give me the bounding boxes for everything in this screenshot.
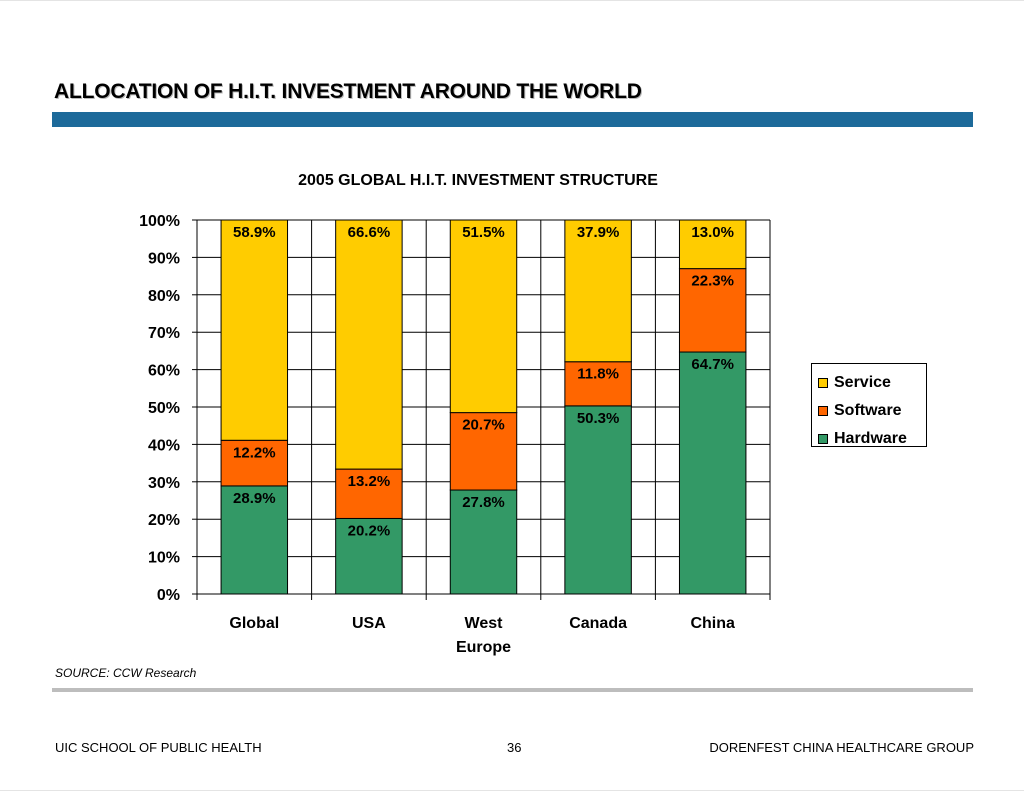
data-label-hardware: 27.8% (462, 494, 505, 511)
data-label-service: 51.5% (462, 224, 505, 241)
legend-swatch-hardware (818, 434, 828, 444)
bar-hardware (564, 405, 632, 595)
x-category-label: Canada (569, 615, 627, 632)
x-category-label: China (690, 615, 735, 632)
y-tick-label: 100% (139, 213, 180, 230)
y-tick-label: 50% (148, 400, 180, 417)
legend-swatch-service (818, 378, 828, 388)
data-label-service: 13.0% (691, 224, 734, 241)
data-label-software: 22.3% (691, 273, 734, 290)
y-tick-label: 80% (148, 288, 180, 305)
bar-software (449, 412, 518, 491)
y-tick-label: 60% (148, 363, 180, 380)
bar-software (564, 361, 632, 407)
data-label-hardware: 20.2% (348, 522, 391, 539)
data-label-software: 12.2% (233, 444, 276, 461)
slide-title: ALLOCATION OF H.I.T. INVESTMENT AROUND T… (54, 80, 642, 103)
y-tick-label: 40% (148, 437, 180, 454)
bar-service (335, 219, 403, 470)
bar-hardware (449, 489, 518, 595)
data-label-service: 58.9% (233, 224, 276, 241)
legend-label-service: Service (834, 374, 891, 391)
x-category-label: Global (229, 615, 279, 632)
legend-label-hardware: Hardware (834, 430, 907, 447)
bar-hardware (335, 517, 403, 595)
legend-item-software: Software (818, 397, 926, 425)
y-tick-label: 30% (148, 475, 180, 492)
source-note: SOURCE: CCW Research (55, 666, 197, 680)
bar-service (564, 219, 632, 363)
data-label-hardware: 64.7% (691, 356, 734, 373)
footer-company: DORENFEST CHINA HEALTHCARE GROUP (709, 740, 974, 755)
bar-software (220, 439, 289, 487)
legend-label-software: Software (834, 402, 902, 419)
bar-hardware (678, 351, 747, 595)
x-category-label: USA (352, 615, 386, 632)
bar-service (449, 219, 518, 414)
y-tick-label: 90% (148, 250, 180, 267)
legend-swatch-software (818, 406, 828, 416)
bar-software (678, 268, 747, 353)
y-tick-label: 70% (148, 325, 180, 342)
data-label-hardware: 28.9% (233, 490, 276, 507)
x-category-label: West (465, 615, 504, 632)
data-label-service: 37.9% (577, 224, 620, 241)
y-tick-label: 0% (157, 587, 180, 604)
data-label-software: 20.7% (462, 417, 505, 434)
footer-organization: UIC SCHOOL OF PUBLIC HEALTH (55, 740, 262, 755)
data-label-hardware: 50.3% (577, 410, 620, 427)
data-label-software: 11.8% (577, 366, 619, 383)
page-number: 36 (507, 740, 522, 755)
y-tick-label: 20% (148, 512, 180, 529)
data-label-software: 13.2% (348, 473, 391, 490)
data-label-service: 66.6% (348, 224, 391, 241)
chart-title: 2005 GLOBAL H.I.T. INVESTMENT STRUCTURE (298, 172, 658, 189)
bar-hardware (220, 485, 289, 595)
bar-service (678, 219, 747, 270)
y-tick-label: 10% (148, 550, 180, 567)
chart-legend: Service Software Hardware (811, 363, 927, 447)
bar-service (220, 219, 289, 441)
legend-item-service: Service (818, 369, 926, 397)
legend-item-hardware: Hardware (818, 425, 926, 453)
bottom-rule (52, 688, 973, 692)
x-category-label: Europe (456, 639, 511, 656)
title-rule (52, 112, 973, 127)
